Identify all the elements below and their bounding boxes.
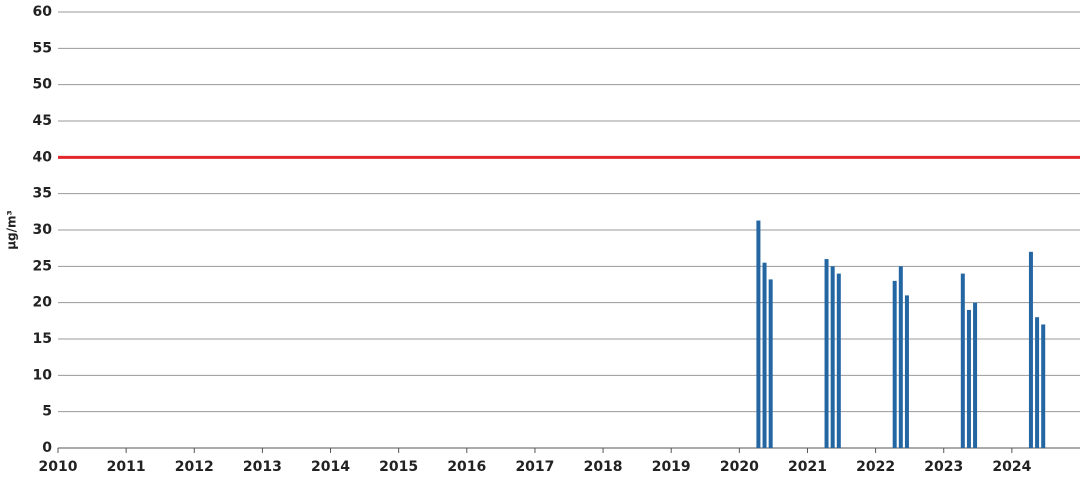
bar bbox=[904, 295, 909, 448]
x-tick-label: 2011 bbox=[107, 459, 146, 475]
y-tick-label: 25 bbox=[33, 258, 52, 274]
x-tick-label: 2020 bbox=[720, 459, 759, 475]
x-tick-label: 2012 bbox=[175, 459, 214, 475]
bar bbox=[836, 273, 841, 448]
x-tick-label: 2018 bbox=[584, 459, 623, 475]
bar bbox=[898, 266, 903, 448]
bar bbox=[973, 302, 978, 448]
bar bbox=[762, 262, 767, 448]
bar bbox=[966, 309, 971, 448]
x-tick-label: 2013 bbox=[243, 459, 282, 475]
y-tick-label: 50 bbox=[33, 77, 53, 93]
y-tick-label: 55 bbox=[33, 40, 52, 56]
y-tick-label: 30 bbox=[33, 222, 53, 238]
y-tick-label: 10 bbox=[33, 367, 53, 383]
x-tick-label: 2014 bbox=[311, 459, 350, 475]
x-tick-label: 2024 bbox=[992, 459, 1031, 475]
bar bbox=[830, 266, 835, 448]
x-tick-label: 2019 bbox=[652, 459, 691, 475]
x-tick-label: 2021 bbox=[788, 459, 827, 475]
bar bbox=[824, 259, 829, 448]
x-tick-label: 2016 bbox=[447, 459, 486, 475]
y-tick-label: 40 bbox=[33, 149, 53, 165]
y-tick-label: 35 bbox=[33, 186, 52, 202]
y-tick-label: 5 bbox=[42, 404, 52, 420]
bar bbox=[1035, 317, 1040, 448]
bar bbox=[756, 220, 761, 448]
x-tick-label: 2022 bbox=[856, 459, 895, 475]
bar bbox=[960, 273, 965, 448]
y-tick-label: 45 bbox=[33, 113, 52, 129]
y-tick-label: 0 bbox=[42, 440, 52, 456]
bar bbox=[892, 280, 897, 448]
bar bbox=[768, 279, 773, 448]
bar bbox=[1028, 251, 1033, 448]
x-tick-label: 2023 bbox=[924, 459, 963, 475]
y-tick-label: 15 bbox=[33, 331, 52, 347]
x-tick-label: 2015 bbox=[379, 459, 418, 475]
bar bbox=[1041, 324, 1046, 448]
y-tick-label: 60 bbox=[33, 4, 53, 20]
y-axis-label: µg/m³ bbox=[5, 210, 19, 250]
x-tick-label: 2017 bbox=[515, 459, 554, 475]
x-tick-label: 2010 bbox=[39, 459, 78, 475]
y-tick-label: 20 bbox=[33, 295, 53, 311]
